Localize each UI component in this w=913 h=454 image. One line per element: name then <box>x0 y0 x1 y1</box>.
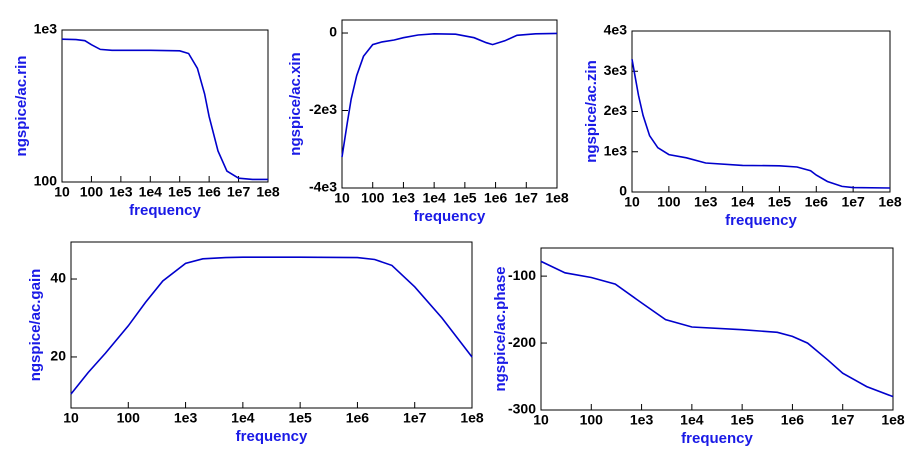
y-tick-label: 1e3 <box>604 142 628 158</box>
y-tick-label: 40 <box>50 270 66 286</box>
x-tick-label: 100 <box>117 410 141 426</box>
data-line <box>61 38 268 181</box>
x-tick-label: 100 <box>80 184 104 200</box>
x-tick-label: 100 <box>361 190 385 206</box>
x-tick-label: 10 <box>533 412 549 428</box>
y-tick-label: -200 <box>508 334 536 350</box>
x-tick-label: 1e8 <box>545 190 569 206</box>
x-tick-label: 10 <box>54 184 70 200</box>
plot-frame <box>631 30 891 193</box>
x-tick-label: 1e4 <box>231 410 255 426</box>
x-tick-label: 100 <box>657 194 681 210</box>
y-axis-label: ngspice/ac.zin <box>583 60 600 163</box>
y-tick-label: 0 <box>619 183 627 199</box>
x-tick-label: 1e5 <box>453 190 477 206</box>
y-axis-label: ngspice/ac.xin <box>287 52 304 155</box>
x-tick-label: 1e3 <box>174 410 198 426</box>
x-tick-label: 1e7 <box>403 410 427 426</box>
y-axis-label: ngspice/ac.gain <box>27 269 44 382</box>
x-tick-label: 1e7 <box>831 412 855 428</box>
y-tick-label: 2e3 <box>604 102 628 118</box>
plot-frame <box>341 19 558 189</box>
x-tick-label: 1e7 <box>841 194 865 210</box>
y-tick-label: -4e3 <box>309 179 337 195</box>
x-tick-label: 1e5 <box>168 184 192 200</box>
x-tick-label: 1e7 <box>515 190 539 206</box>
x-axis-label: frequency <box>414 208 486 225</box>
x-tick-label: 1e4 <box>422 190 446 206</box>
y-tick-label: 0 <box>329 24 337 40</box>
y-axis-label: ngspice/ac.rin <box>13 56 30 157</box>
x-tick-label: 1e8 <box>256 184 280 200</box>
x-tick-label: 1e5 <box>768 194 792 210</box>
x-tick-label: 1e3 <box>694 194 718 210</box>
x-tick-label: 1e3 <box>630 412 654 428</box>
data-line <box>631 59 891 189</box>
x-axis-label: frequency <box>725 212 797 229</box>
x-tick-label: 1e4 <box>731 194 755 210</box>
x-tick-label: 1e3 <box>392 190 416 206</box>
data-line <box>70 256 473 395</box>
x-tick-label: 1e5 <box>288 410 312 426</box>
y-tick-label: 100 <box>34 173 58 189</box>
x-tick-label: 10 <box>63 410 79 426</box>
x-tick-label: 10 <box>334 190 350 206</box>
x-tick-label: 1e8 <box>878 194 902 210</box>
x-tick-label: 1e6 <box>805 194 829 210</box>
x-tick-label: 1e8 <box>460 410 484 426</box>
x-tick-label: 1e4 <box>680 412 704 428</box>
plot-frame <box>61 29 269 183</box>
x-tick-label: 1e6 <box>346 410 370 426</box>
data-line <box>341 32 558 158</box>
x-tick-label: 1e6 <box>781 412 805 428</box>
y-tick-label: -300 <box>508 401 536 417</box>
y-axis-label: ngspice/ac.phase <box>492 266 509 391</box>
x-tick-label: 1e3 <box>109 184 133 200</box>
x-tick-label: 10 <box>624 194 640 210</box>
x-axis-label: frequency <box>129 202 201 219</box>
x-tick-label: 1e8 <box>881 412 905 428</box>
plot-frame <box>70 241 473 409</box>
y-tick-label: 3e3 <box>604 62 628 78</box>
x-tick-label: 1e4 <box>139 184 163 200</box>
x-axis-label: frequency <box>681 430 753 447</box>
x-tick-label: 100 <box>580 412 604 428</box>
y-tick-label: 20 <box>50 348 66 364</box>
y-tick-label: 4e3 <box>604 22 628 38</box>
y-tick-label: -100 <box>508 267 536 283</box>
x-axis-label: frequency <box>236 428 308 445</box>
y-tick-label: 1e3 <box>34 21 58 37</box>
x-tick-label: 1e7 <box>227 184 251 200</box>
x-tick-label: 1e6 <box>484 190 508 206</box>
x-tick-label: 1e5 <box>730 412 754 428</box>
data-line <box>540 260 894 398</box>
x-tick-label: 1e6 <box>197 184 221 200</box>
y-tick-label: -2e3 <box>309 101 337 117</box>
